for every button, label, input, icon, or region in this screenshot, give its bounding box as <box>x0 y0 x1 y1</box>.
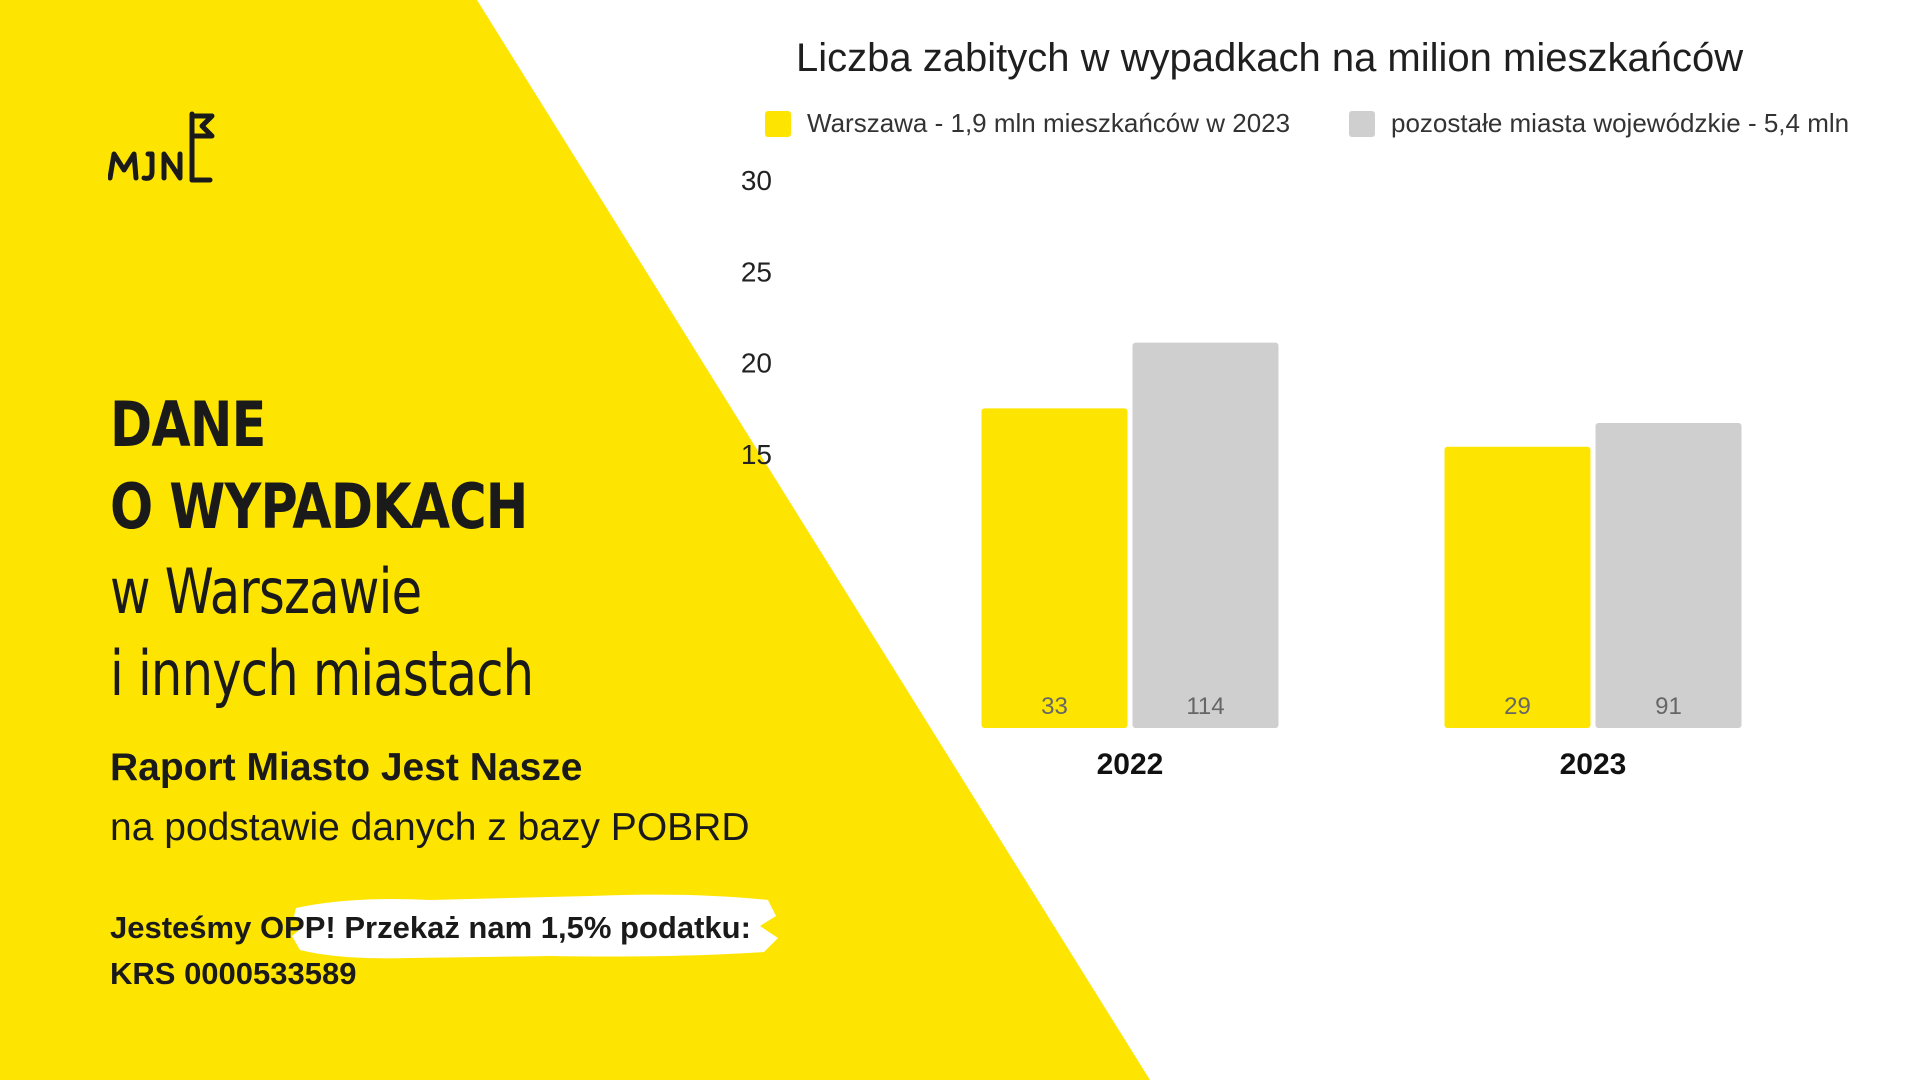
bar <box>1595 422 1742 728</box>
legend-swatch-grey <box>1349 110 1375 137</box>
y-tick-label: 15 <box>741 439 772 470</box>
y-tick-label: 30 <box>741 165 772 196</box>
headline-line-1: DANE <box>110 388 266 461</box>
legend-item-other-cities: pozostałe miasta wojewódzkie - 5,4 mln <box>1349 108 1849 139</box>
report-source: na podstawie danych z bazy POBRD <box>110 806 750 849</box>
bar-chart: 15 20 25 30 33 114 2022 29 91 2023 <box>741 165 1742 781</box>
legend-swatch-yellow <box>765 110 791 137</box>
report-title: Raport Miasto Jest Nasze <box>110 746 583 789</box>
bar-data-label: 114 <box>1186 693 1224 720</box>
x-category-label: 2023 <box>1560 748 1627 781</box>
x-category-label: 2022 <box>1097 748 1164 781</box>
headline-line-2: O WYPADKACH <box>110 470 528 543</box>
legend-label: pozostałe miasta wojewódzkie - 5,4 mln <box>1391 108 1850 138</box>
krs-number: KRS 0000533589 <box>110 956 357 991</box>
brush-highlight <box>292 894 778 959</box>
chart-title: Liczba zabitych w wypadkach na milion mi… <box>796 36 1744 80</box>
bar <box>1132 342 1279 728</box>
bar-data-label: 91 <box>1655 693 1682 720</box>
legend-label: Warszawa - 1,9 mln mieszkańców w 2023 <box>807 108 1291 138</box>
bar <box>1444 446 1591 728</box>
donation-highlight: Przekaż nam 1,5% podatku: <box>344 910 751 945</box>
headline-line-4: i innych miastach <box>110 637 534 710</box>
y-tick-label: 25 <box>741 256 772 287</box>
y-tick-label: 20 <box>741 348 772 379</box>
mjn-logo <box>108 111 215 183</box>
donation-line: Jesteśmy OPP! Przekaż nam 1,5% podatku: <box>110 910 751 946</box>
bar <box>981 408 1128 728</box>
bar-data-label: 33 <box>1041 693 1068 720</box>
bar-data-label: 29 <box>1504 693 1531 720</box>
legend-item-warszawa: Warszawa - 1,9 mln mieszkańców w 2023 <box>765 108 1290 139</box>
headline-line-3: w Warszawie <box>110 555 422 628</box>
donation-prefix: Jesteśmy OPP! <box>110 910 345 945</box>
